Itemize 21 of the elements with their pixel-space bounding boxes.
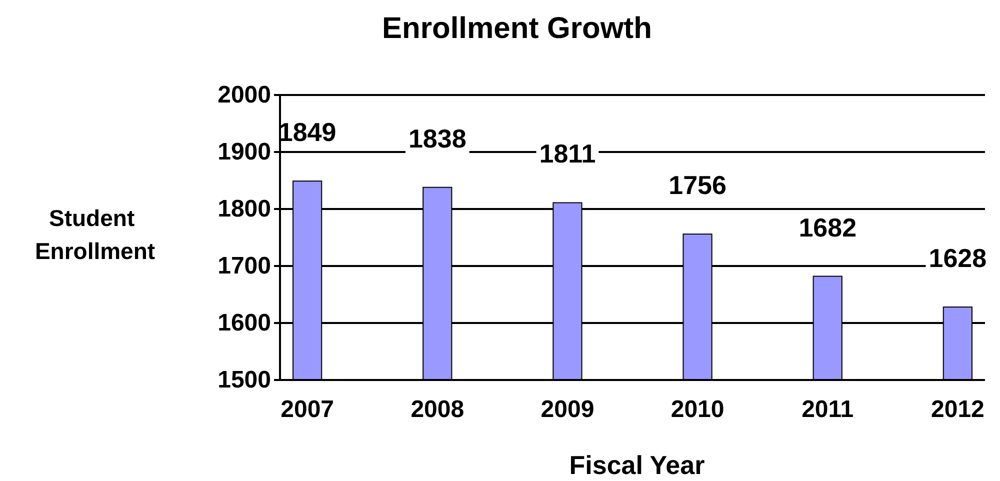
data-label: 1756 bbox=[668, 170, 726, 200]
x-tick-label: 2012 bbox=[930, 396, 984, 424]
x-tick-label: 2008 bbox=[410, 396, 464, 424]
data-label: 1682 bbox=[798, 212, 857, 242]
chart-title: Enrollment Growth bbox=[382, 12, 652, 45]
y-tick-label: 1500 bbox=[218, 366, 271, 394]
x-tick-label: 2007 bbox=[280, 396, 334, 424]
y-axis-title: Student Enrollment bbox=[34, 205, 156, 264]
data-label: 1849 bbox=[278, 117, 336, 148]
y-tick-label: 1600 bbox=[218, 310, 271, 337]
x-axis-title: Fiscal Year bbox=[569, 450, 705, 480]
y-tick-label: 2000 bbox=[218, 82, 271, 109]
x-tick-label: 2010 bbox=[670, 396, 724, 424]
y-tick-label: 1900 bbox=[218, 138, 271, 166]
x-tick-label: 2009 bbox=[540, 396, 594, 424]
data-label: 1628 bbox=[928, 243, 987, 274]
y-tick-label: 1700 bbox=[218, 252, 271, 280]
data-label: 1811 bbox=[539, 138, 596, 169]
x-tick-label: 2011 bbox=[802, 396, 854, 424]
data-label: 1838 bbox=[408, 123, 466, 154]
y-tick-label: 1800 bbox=[218, 196, 271, 223]
